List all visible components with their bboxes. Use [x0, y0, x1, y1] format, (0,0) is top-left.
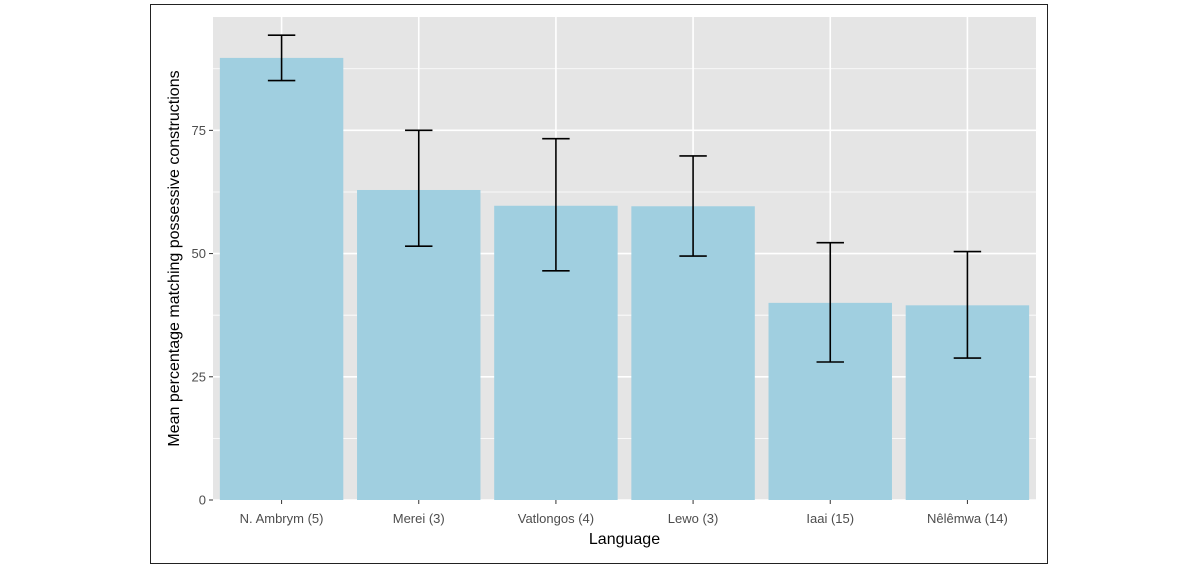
y-tick-label: 75 [192, 123, 206, 138]
y-tick-label: 0 [199, 493, 206, 508]
chart-frame: 0 25 50 75 N. Ambrym (5) Merei (3) Vatlongos … [150, 4, 1048, 564]
grid-minor [213, 68, 1036, 439]
x-tick-label: Lewo (3) [668, 511, 719, 526]
error-bar [679, 155, 707, 257]
x-tick-label: Merei (3) [393, 511, 445, 526]
error-bar [405, 129, 433, 247]
x-axis: N. Ambrym (5) Merei (3) Vatlongos (4) Lewo … [240, 500, 1008, 526]
error-bar [953, 250, 982, 359]
x-tick-label: Iaai (15) [806, 511, 854, 526]
y-tick-label: 25 [192, 369, 206, 384]
bar [219, 57, 344, 501]
x-tick-label: N. Ambrym (5) [240, 511, 324, 526]
plot-panel [213, 17, 1036, 500]
x-tick-label: Nêlêmwa (14) [927, 511, 1008, 526]
bar-chart: 0 25 50 75 N. Ambrym (5) Merei (3) Vatlongos … [166, 17, 1036, 548]
error-bar [267, 34, 296, 82]
error-bar [816, 241, 844, 363]
y-axis-label: Mean percentage matching possessive cons… [166, 70, 183, 446]
error-bar [542, 137, 570, 272]
x-axis-label: Language [589, 531, 660, 548]
y-axis: 0 25 50 75 [192, 123, 213, 508]
error-bars-layer [267, 34, 982, 363]
y-tick-label: 50 [192, 246, 206, 261]
x-tick-label: Vatlongos (4) [518, 511, 594, 526]
